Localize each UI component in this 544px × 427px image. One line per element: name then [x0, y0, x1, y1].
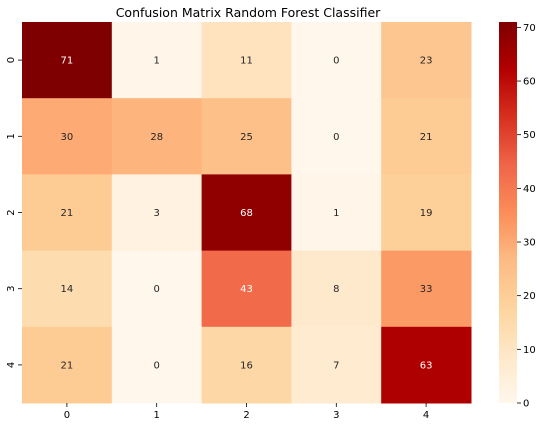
cell-value-label: 14	[61, 284, 74, 295]
heatmap-cell-4-2	[201, 326, 292, 404]
y-tick-label: 2	[6, 209, 17, 215]
cell-value-label: 21	[61, 208, 74, 219]
x-tick-label: 2	[243, 410, 249, 421]
colorbar-tick-label: 70	[523, 23, 536, 34]
heatmap-cell-1-3	[291, 98, 382, 175]
chart-title: Confusion Matrix Random Forest Classifie…	[116, 5, 381, 20]
cell-value-label: 1	[154, 56, 160, 67]
cell-value-label: 43	[240, 284, 253, 295]
colorbar-tick-label: 0	[523, 399, 529, 410]
cell-value-label: 21	[61, 360, 74, 371]
heatmap-cell-0-2	[201, 22, 292, 99]
colorbar-tick-label: 20	[523, 291, 536, 302]
cell-value-label: 68	[240, 208, 253, 219]
cell-value-label: 16	[240, 360, 253, 371]
y-tick-label: 3	[6, 286, 17, 292]
colorbar-gradient	[499, 22, 517, 403]
cell-value-label: 63	[420, 360, 433, 371]
cell-value-label: 0	[333, 132, 339, 143]
y-tick-label: 0	[6, 57, 17, 63]
heatmap-cell-4-0	[22, 326, 113, 404]
cell-value-label: 33	[420, 284, 433, 295]
colorbar-tick-label: 60	[523, 77, 536, 88]
cell-value-label: 0	[154, 360, 160, 371]
colorbar-tick-label: 10	[523, 345, 536, 356]
heatmap-cell-0-1	[111, 22, 203, 99]
heatmap-cell-4-4	[381, 326, 472, 404]
x-tick-label: 1	[154, 410, 160, 421]
heatmap-cell-4-1	[111, 326, 203, 404]
y-tick-label: 4	[6, 362, 17, 368]
heatmap-cell-3-1	[111, 250, 203, 328]
x-tick-label: 0	[64, 410, 70, 421]
heatmap-cell-2-0	[22, 174, 113, 252]
cell-value-label: 30	[61, 132, 74, 143]
heatmap-cell-2-4	[381, 174, 472, 252]
cell-value-label: 0	[333, 56, 339, 67]
heatmap-cell-4-3	[291, 326, 382, 404]
heatmap-cell-0-3	[291, 22, 382, 99]
cell-value-label: 23	[420, 56, 433, 67]
y-axis: 0 1 2 3 4	[6, 57, 22, 368]
heatmap-cell-2-2	[201, 174, 292, 252]
cell-value-label: 28	[150, 132, 163, 143]
colorbar-tick-label: 30	[523, 238, 536, 249]
cell-value-label: 7	[333, 360, 339, 371]
x-axis: 0 1 2 3 4	[64, 403, 429, 421]
cell-value-label: 71	[61, 56, 74, 67]
colorbar-tick-label: 40	[523, 184, 536, 195]
heatmap-cell-0-0	[22, 22, 113, 99]
cell-value-label: 21	[420, 132, 433, 143]
heatmap-cell-3-4	[381, 250, 472, 328]
heatmap-cell-3-2	[201, 250, 292, 328]
heatmap-cell-1-4	[381, 98, 472, 175]
heatmap-cell-1-1	[111, 98, 203, 175]
cell-value-label: 0	[154, 284, 160, 295]
cell-value-label: 11	[240, 56, 253, 67]
colorbar: 0 10 20 30 40 50 60 70	[499, 22, 536, 410]
cell-value-label: 19	[420, 208, 433, 219]
x-tick-label: 3	[333, 410, 339, 421]
y-tick-label: 1	[6, 133, 17, 139]
cell-value-label: 1	[333, 208, 339, 219]
cell-value-label: 25	[240, 132, 253, 143]
heatmap-cell-3-3	[291, 250, 382, 328]
x-tick-label: 4	[423, 410, 429, 421]
heatmap-cell-1-2	[201, 98, 292, 175]
heatmap-cell-2-3	[291, 174, 382, 252]
cell-value-label: 8	[333, 284, 339, 295]
heatmap-cell-1-0	[22, 98, 113, 175]
heatmap-cell-2-1	[111, 174, 203, 252]
heatmap-cell-0-4	[381, 22, 472, 99]
heatmap-cell-3-0	[22, 250, 113, 328]
cell-value-label: 3	[154, 208, 160, 219]
colorbar-tick-label: 50	[523, 130, 536, 141]
